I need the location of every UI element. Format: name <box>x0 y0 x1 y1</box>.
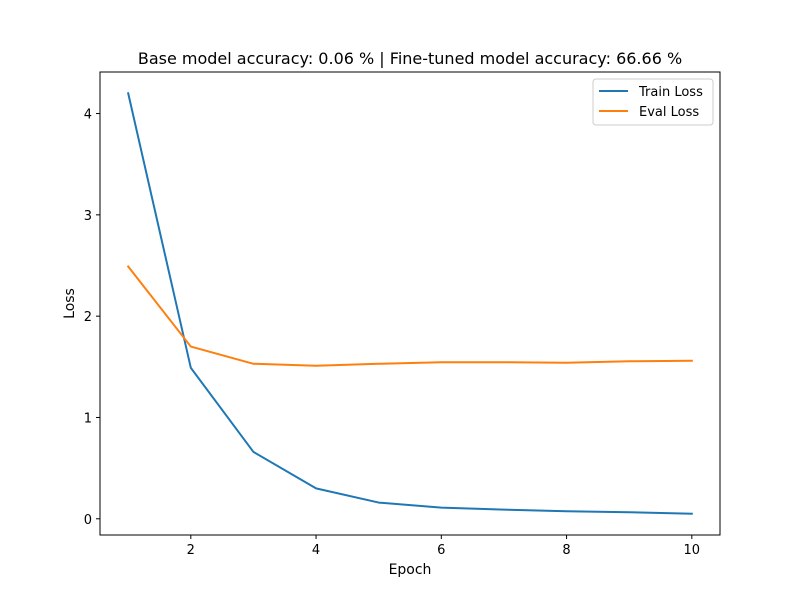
y-axis-ticks: 0 1 2 3 4 <box>84 108 100 528</box>
x-tick-label: 6 <box>437 543 445 558</box>
x-tick-label: 10 <box>684 543 701 558</box>
x-tick-label: 8 <box>562 543 570 558</box>
y-tick-label: 3 <box>84 209 92 224</box>
x-tick-label: 2 <box>187 543 195 558</box>
legend-label-train-loss: Train Loss <box>638 85 703 100</box>
series-line-eval-loss <box>126 265 693 367</box>
x-axis-label: Epoch <box>389 562 432 578</box>
series-lines <box>126 92 693 515</box>
legend-label-eval-loss: Eval Loss <box>639 105 699 120</box>
y-tick-label: 1 <box>84 411 92 426</box>
legend-entries: Train Loss Eval Loss <box>599 85 703 120</box>
axes-frame <box>99 71 721 536</box>
y-tick-label: 0 <box>84 513 92 528</box>
y-tick-label: 2 <box>84 310 92 325</box>
legend: Train Loss Eval Loss <box>592 78 714 126</box>
series-line-train-loss <box>126 92 693 515</box>
y-tick-label: 4 <box>84 108 92 123</box>
y-axis-label: Loss <box>62 288 78 319</box>
x-axis-ticks: 2 4 6 8 10 <box>187 535 700 558</box>
x-tick-label: 4 <box>312 543 320 558</box>
chart-title: Base model accuracy: 0.06 % | Fine-tuned… <box>138 49 682 68</box>
